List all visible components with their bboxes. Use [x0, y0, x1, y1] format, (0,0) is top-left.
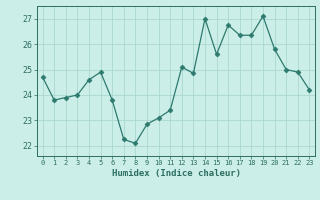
X-axis label: Humidex (Indice chaleur): Humidex (Indice chaleur) [111, 169, 241, 178]
